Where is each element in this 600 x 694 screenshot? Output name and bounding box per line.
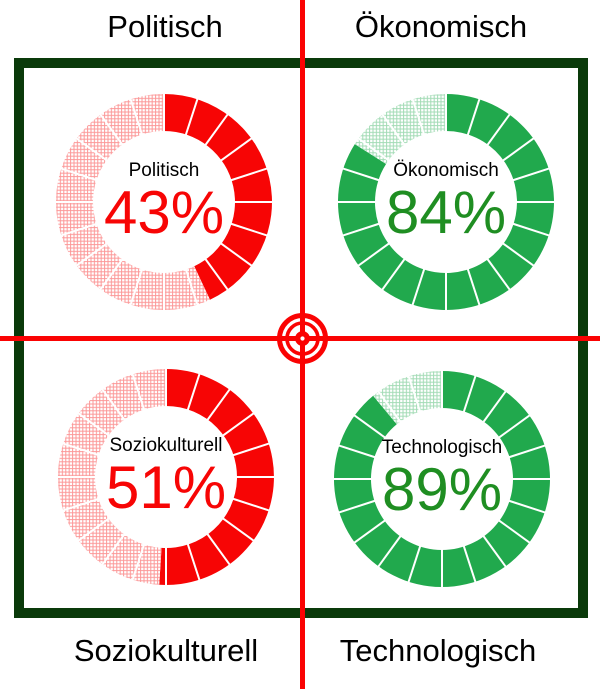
donut-ring xyxy=(331,368,553,590)
donut-ring xyxy=(53,91,275,313)
donut-ring xyxy=(335,91,557,313)
donut-chart-politisch: Politisch 43% xyxy=(53,91,275,313)
bullseye-icon xyxy=(277,313,328,364)
donut-chart-soziokulturell: Soziokulturell 51% xyxy=(55,366,277,588)
donut-chart-oekonomisch: Ökonomisch 84% xyxy=(335,91,557,313)
quadrant-title-oekonomisch: Ökonomisch xyxy=(354,9,528,44)
donut-chart-technologisch: Technologisch 89% xyxy=(331,368,553,590)
quadrant-title-politisch: Politisch xyxy=(107,9,223,44)
quadrant-title-soziokulturell: Soziokulturell xyxy=(73,633,259,668)
quadrant-title-technologisch: Technologisch xyxy=(339,633,537,668)
donut-ring xyxy=(55,366,277,588)
